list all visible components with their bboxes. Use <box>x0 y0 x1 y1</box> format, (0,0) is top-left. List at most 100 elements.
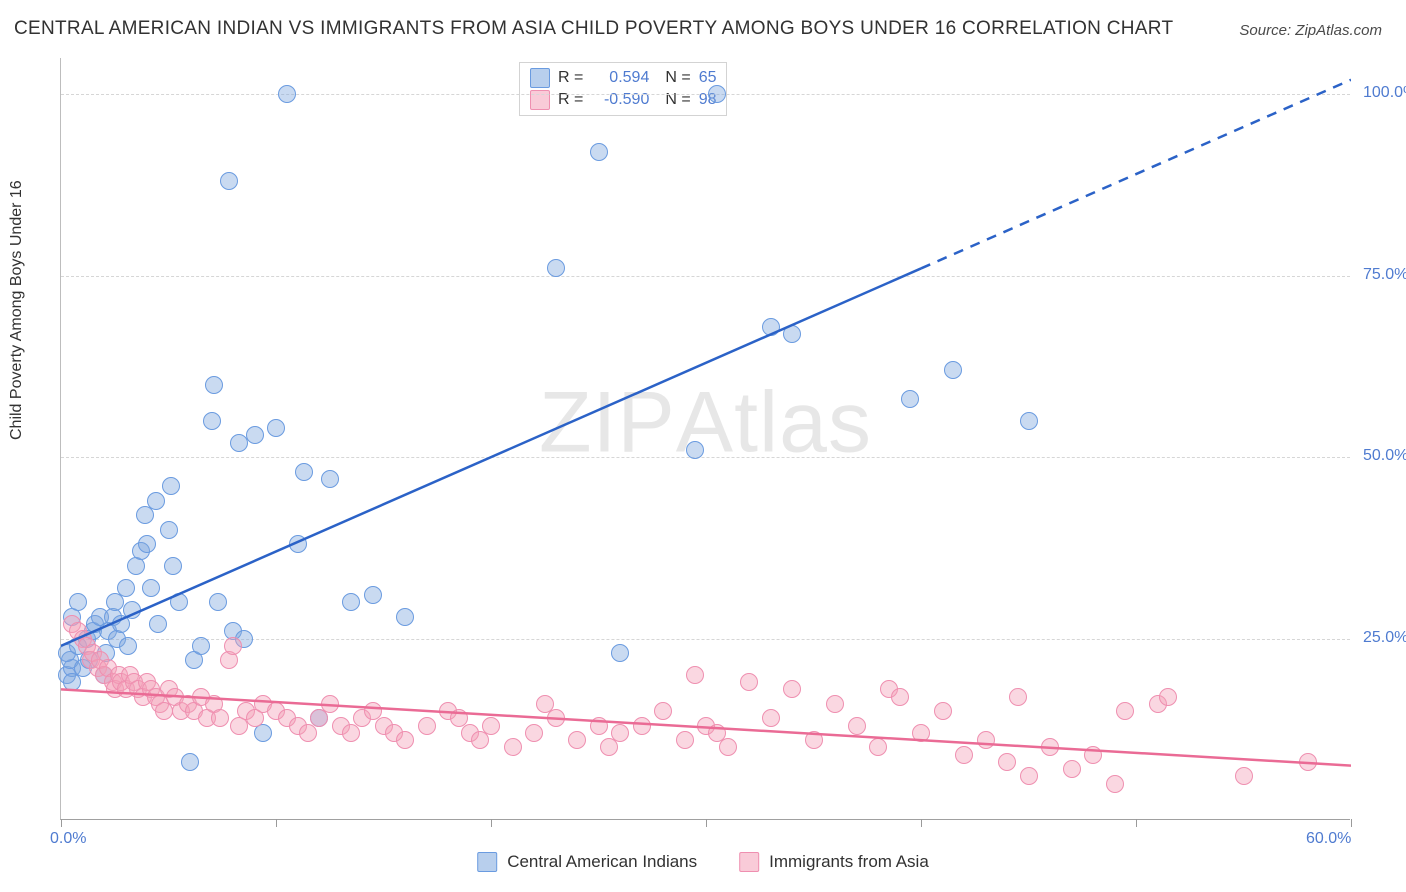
legend-correlation-row: R =-0.590N =98 <box>530 89 716 111</box>
legend-label: Central American Indians <box>507 852 697 872</box>
data-point-blue <box>170 593 188 611</box>
data-point-pink <box>686 666 704 684</box>
source-label: Source: <box>1239 22 1291 39</box>
legend-correlation-box: R =0.594N =65R =-0.590N =98 <box>519 62 727 116</box>
data-point-blue <box>69 593 87 611</box>
data-point-blue <box>321 470 339 488</box>
data-point-blue <box>901 390 919 408</box>
data-point-pink <box>1106 775 1124 793</box>
plot-area: ZIPAtlas R =0.594N =65R =-0.590N =98 25.… <box>60 58 1350 820</box>
data-point-blue <box>209 593 227 611</box>
x-tick-label: 60.0% <box>1306 830 1351 848</box>
data-point-pink <box>1063 760 1081 778</box>
data-point-pink <box>1235 767 1253 785</box>
data-point-pink <box>955 746 973 764</box>
data-point-blue <box>149 615 167 633</box>
source-attribution: Source: ZipAtlas.com <box>1239 22 1382 39</box>
data-point-pink <box>633 717 651 735</box>
data-point-pink <box>525 724 543 742</box>
legend-r-value: -0.590 <box>591 89 649 111</box>
data-point-pink <box>211 709 229 727</box>
y-tick-label: 100.0% <box>1363 84 1406 102</box>
x-tick-label: 0.0% <box>50 830 86 848</box>
legend-swatch-blue <box>530 68 550 88</box>
data-point-pink <box>1159 688 1177 706</box>
data-point-blue <box>205 376 223 394</box>
legend-item: Immigrants from Asia <box>739 852 929 872</box>
data-point-blue <box>117 579 135 597</box>
legend-swatch-pink <box>530 90 550 110</box>
data-point-blue <box>181 753 199 771</box>
y-tick-label: 75.0% <box>1363 266 1406 284</box>
x-tick <box>921 819 922 827</box>
data-point-pink <box>504 738 522 756</box>
data-point-blue <box>160 521 178 539</box>
x-tick <box>491 819 492 827</box>
data-point-pink <box>891 688 909 706</box>
gridline <box>61 94 1350 95</box>
x-tick <box>706 819 707 827</box>
legend-swatch-pink <box>739 852 759 872</box>
data-point-blue <box>1020 412 1038 430</box>
data-point-pink <box>740 673 758 691</box>
data-point-blue <box>246 426 264 444</box>
legend-swatch-blue <box>477 852 497 872</box>
data-point-blue <box>547 259 565 277</box>
x-tick <box>276 819 277 827</box>
data-point-pink <box>1009 688 1027 706</box>
data-point-pink <box>719 738 737 756</box>
data-point-pink <box>762 709 780 727</box>
data-point-blue <box>396 608 414 626</box>
data-point-blue <box>590 143 608 161</box>
data-point-blue <box>278 85 296 103</box>
data-point-pink <box>869 738 887 756</box>
data-point-blue <box>611 644 629 662</box>
data-point-pink <box>547 709 565 727</box>
legend-item: Central American Indians <box>477 852 697 872</box>
legend-n-label: N = <box>665 67 690 89</box>
data-point-blue <box>295 463 313 481</box>
data-point-pink <box>1299 753 1317 771</box>
data-point-pink <box>676 731 694 749</box>
legend-r-value: 0.594 <box>591 67 649 89</box>
data-point-pink <box>1020 767 1038 785</box>
data-point-blue <box>267 419 285 437</box>
x-tick <box>1136 819 1137 827</box>
y-axis-label: Child Poverty Among Boys Under 16 <box>8 180 26 440</box>
data-point-pink <box>482 717 500 735</box>
data-point-pink <box>977 731 995 749</box>
data-point-blue <box>147 492 165 510</box>
data-point-blue <box>162 477 180 495</box>
chart-title: CENTRAL AMERICAN INDIAN VS IMMIGRANTS FR… <box>14 18 1173 40</box>
x-tick <box>1351 819 1352 827</box>
data-point-blue <box>686 441 704 459</box>
data-point-blue <box>708 85 726 103</box>
data-point-blue <box>944 361 962 379</box>
legend-r-label: R = <box>558 67 583 89</box>
legend-correlation-row: R =0.594N =65 <box>530 67 716 89</box>
data-point-blue <box>762 318 780 336</box>
data-point-blue <box>119 637 137 655</box>
data-point-blue <box>203 412 221 430</box>
data-point-blue <box>342 593 360 611</box>
data-point-pink <box>1041 738 1059 756</box>
data-point-pink <box>321 695 339 713</box>
data-point-blue <box>289 535 307 553</box>
source-name: ZipAtlas.com <box>1295 22 1382 39</box>
data-point-pink <box>826 695 844 713</box>
data-point-pink <box>934 702 952 720</box>
data-point-pink <box>224 637 242 655</box>
data-point-blue <box>364 586 382 604</box>
data-point-blue <box>123 601 141 619</box>
data-point-pink <box>1084 746 1102 764</box>
x-tick <box>61 819 62 827</box>
data-point-pink <box>418 717 436 735</box>
data-point-blue <box>164 557 182 575</box>
legend-n-label: N = <box>665 89 690 111</box>
data-point-blue <box>192 637 210 655</box>
data-point-blue <box>783 325 801 343</box>
data-point-pink <box>396 731 414 749</box>
gridline <box>61 639 1350 640</box>
data-point-blue <box>220 172 238 190</box>
data-point-blue <box>138 535 156 553</box>
